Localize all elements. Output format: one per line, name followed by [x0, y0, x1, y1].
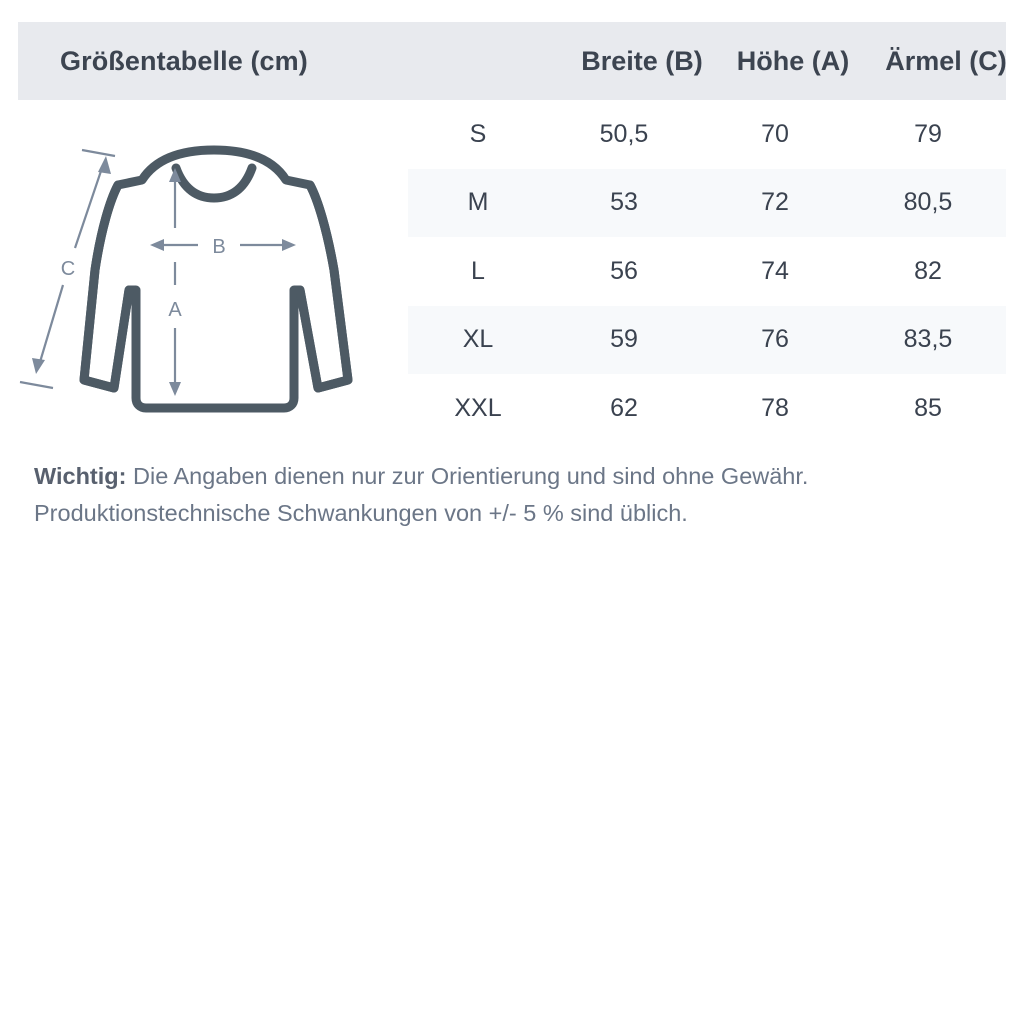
garment-measurement-diagram: B A C: [18, 130, 408, 440]
cell-breite: 59: [610, 325, 638, 354]
cell-aermel: 80,5: [903, 188, 953, 217]
arrow-down-icon: [169, 382, 181, 396]
cell-breite: 53: [610, 188, 638, 217]
column-header-breite: Breite (B): [581, 45, 703, 76]
cell-aermel: 79: [914, 119, 942, 148]
cell-size: XL: [462, 325, 494, 354]
footnote-line-1: Die Angaben dienen nur zur Orientierung …: [126, 463, 809, 489]
dimension-b-label: B: [212, 236, 225, 258]
cell-size: M: [467, 188, 489, 217]
column-header-hoehe: Höhe (A): [736, 45, 850, 76]
cell-hoehe: 70: [761, 119, 789, 148]
arrow-up-icon: [169, 168, 181, 182]
arrow-right-icon: [282, 239, 296, 251]
sweater-icon: [79, 145, 353, 413]
cell-size: XXL: [454, 393, 502, 422]
page-title: Größentabelle (cm): [60, 45, 308, 76]
cell-breite: 50,5: [599, 119, 649, 148]
cell-aermel: 82: [914, 256, 942, 285]
dimension-c: [19, 148, 116, 390]
dimension-a: [169, 168, 181, 396]
cell-hoehe: 78: [761, 393, 789, 422]
dimension-c-tick-bottom: [19, 380, 54, 390]
table-row: S 50,5 70 79: [408, 100, 1006, 169]
cell-hoehe: 72: [761, 188, 789, 217]
dimension-a-label: A: [168, 299, 182, 321]
cell-breite: 62: [610, 393, 638, 422]
table-row: XXL 62 78 85: [408, 374, 1006, 443]
cell-hoehe: 76: [761, 325, 789, 354]
cell-breite: 56: [610, 256, 638, 285]
dimension-c-line-upper: [73, 167, 104, 249]
cell-aermel: 85: [914, 393, 942, 422]
dimension-c-line-lower: [38, 284, 65, 363]
footnote-line-2: Produktionstechnische Schwankungen von +…: [34, 500, 688, 526]
size-table-body: S 50,5 70 79 M 53 72 80,5 L 56 74 82 XL …: [408, 100, 1006, 443]
cell-aermel: 83,5: [903, 325, 953, 354]
arrow-down-diagonal-icon: [32, 358, 45, 374]
table-header-band: Größentabelle (cm) Breite (B) Höhe (A) Ä…: [18, 22, 1007, 100]
cell-hoehe: 74: [761, 256, 789, 285]
arrow-left-icon: [150, 239, 164, 251]
dimension-b: [150, 239, 296, 251]
dimension-c-tick-top: [81, 148, 116, 158]
header-column-labels: Breite (B) Höhe (A) Ärmel (C): [426, 22, 1024, 100]
arrow-up-diagonal-icon: [98, 156, 111, 174]
footnote-bold-prefix: Wichtig:: [34, 463, 127, 489]
column-header-aermel: Ärmel (C): [885, 45, 1007, 76]
cell-size: S: [469, 119, 487, 148]
table-row: L 56 74 82: [408, 237, 1006, 306]
table-row: XL 59 76 83,5: [408, 305, 1006, 374]
footnote: Wichtig: Die Angaben dienen nur zur Orie…: [34, 458, 994, 532]
table-row: M 53 72 80,5: [408, 168, 1006, 237]
cell-size: L: [471, 256, 485, 285]
dimension-c-label: C: [61, 258, 75, 280]
